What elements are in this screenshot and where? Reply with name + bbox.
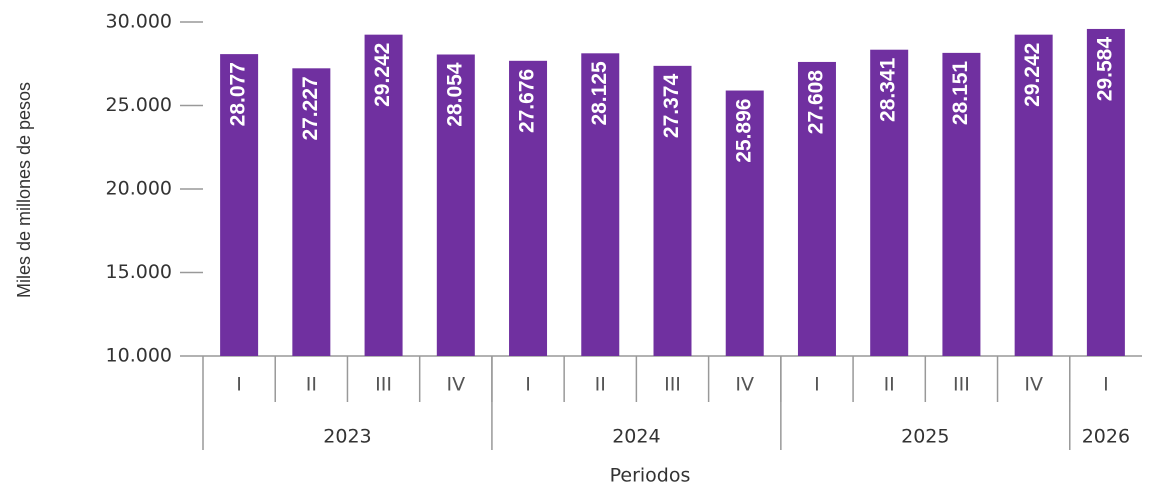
bar <box>942 52 981 357</box>
value-label: 27.374 <box>660 74 683 139</box>
value-label: 28.341 <box>877 57 900 122</box>
bar <box>653 65 692 357</box>
y-tick-label: 30.000 <box>106 11 172 33</box>
x-tick-label: IV <box>447 374 466 396</box>
value-label: 27.608 <box>805 70 828 135</box>
x-tick-label: IV <box>735 374 754 396</box>
x-tick-label: I <box>1103 374 1109 396</box>
value-label: 27.676 <box>516 69 539 133</box>
x-tick-label: II <box>884 374 895 396</box>
value-label: 28.151 <box>949 61 972 126</box>
x-tick-label: III <box>664 374 681 396</box>
value-label: 28.054 <box>443 62 466 127</box>
value-label: 25.896 <box>732 99 755 163</box>
value-label: 29.584 <box>1093 37 1116 102</box>
x-tick-label: II <box>595 374 606 396</box>
bar <box>436 54 475 356</box>
bar <box>364 34 403 356</box>
group-label: 2023 <box>323 426 371 448</box>
bar <box>220 54 259 356</box>
group-label: 2026 <box>1082 426 1130 448</box>
bar <box>870 49 909 357</box>
value-label: 29.242 <box>1021 43 1044 107</box>
x-tick-label: III <box>953 374 970 396</box>
y-tick-label: 25.000 <box>106 94 172 116</box>
group-label: 2024 <box>612 426 660 448</box>
y-tick-label: 20.000 <box>106 178 172 200</box>
value-label: 27.227 <box>299 76 322 140</box>
x-tick-label: IV <box>1024 374 1043 396</box>
bar <box>509 60 548 357</box>
value-label: 29.242 <box>371 43 394 107</box>
bar <box>725 90 764 356</box>
x-axis-title: Periodos <box>610 465 691 487</box>
x-tick-label: I <box>525 374 531 396</box>
bar <box>581 53 620 356</box>
group-label: 2025 <box>901 426 949 448</box>
y-axis-title: Miles de millones de pesos <box>14 82 34 298</box>
x-tick-label: I <box>814 374 820 396</box>
bar <box>292 68 331 357</box>
y-tick-label: 10.000 <box>106 345 172 367</box>
bar <box>797 61 836 356</box>
value-label: 28.077 <box>227 62 250 126</box>
x-tick-label: I <box>236 374 242 396</box>
bar <box>1086 28 1125 356</box>
bar <box>1014 34 1053 356</box>
value-label: 28.125 <box>588 61 611 126</box>
y-tick-label: 15.000 <box>106 261 172 283</box>
x-tick-label: III <box>375 374 392 396</box>
x-tick-label: II <box>306 374 317 396</box>
